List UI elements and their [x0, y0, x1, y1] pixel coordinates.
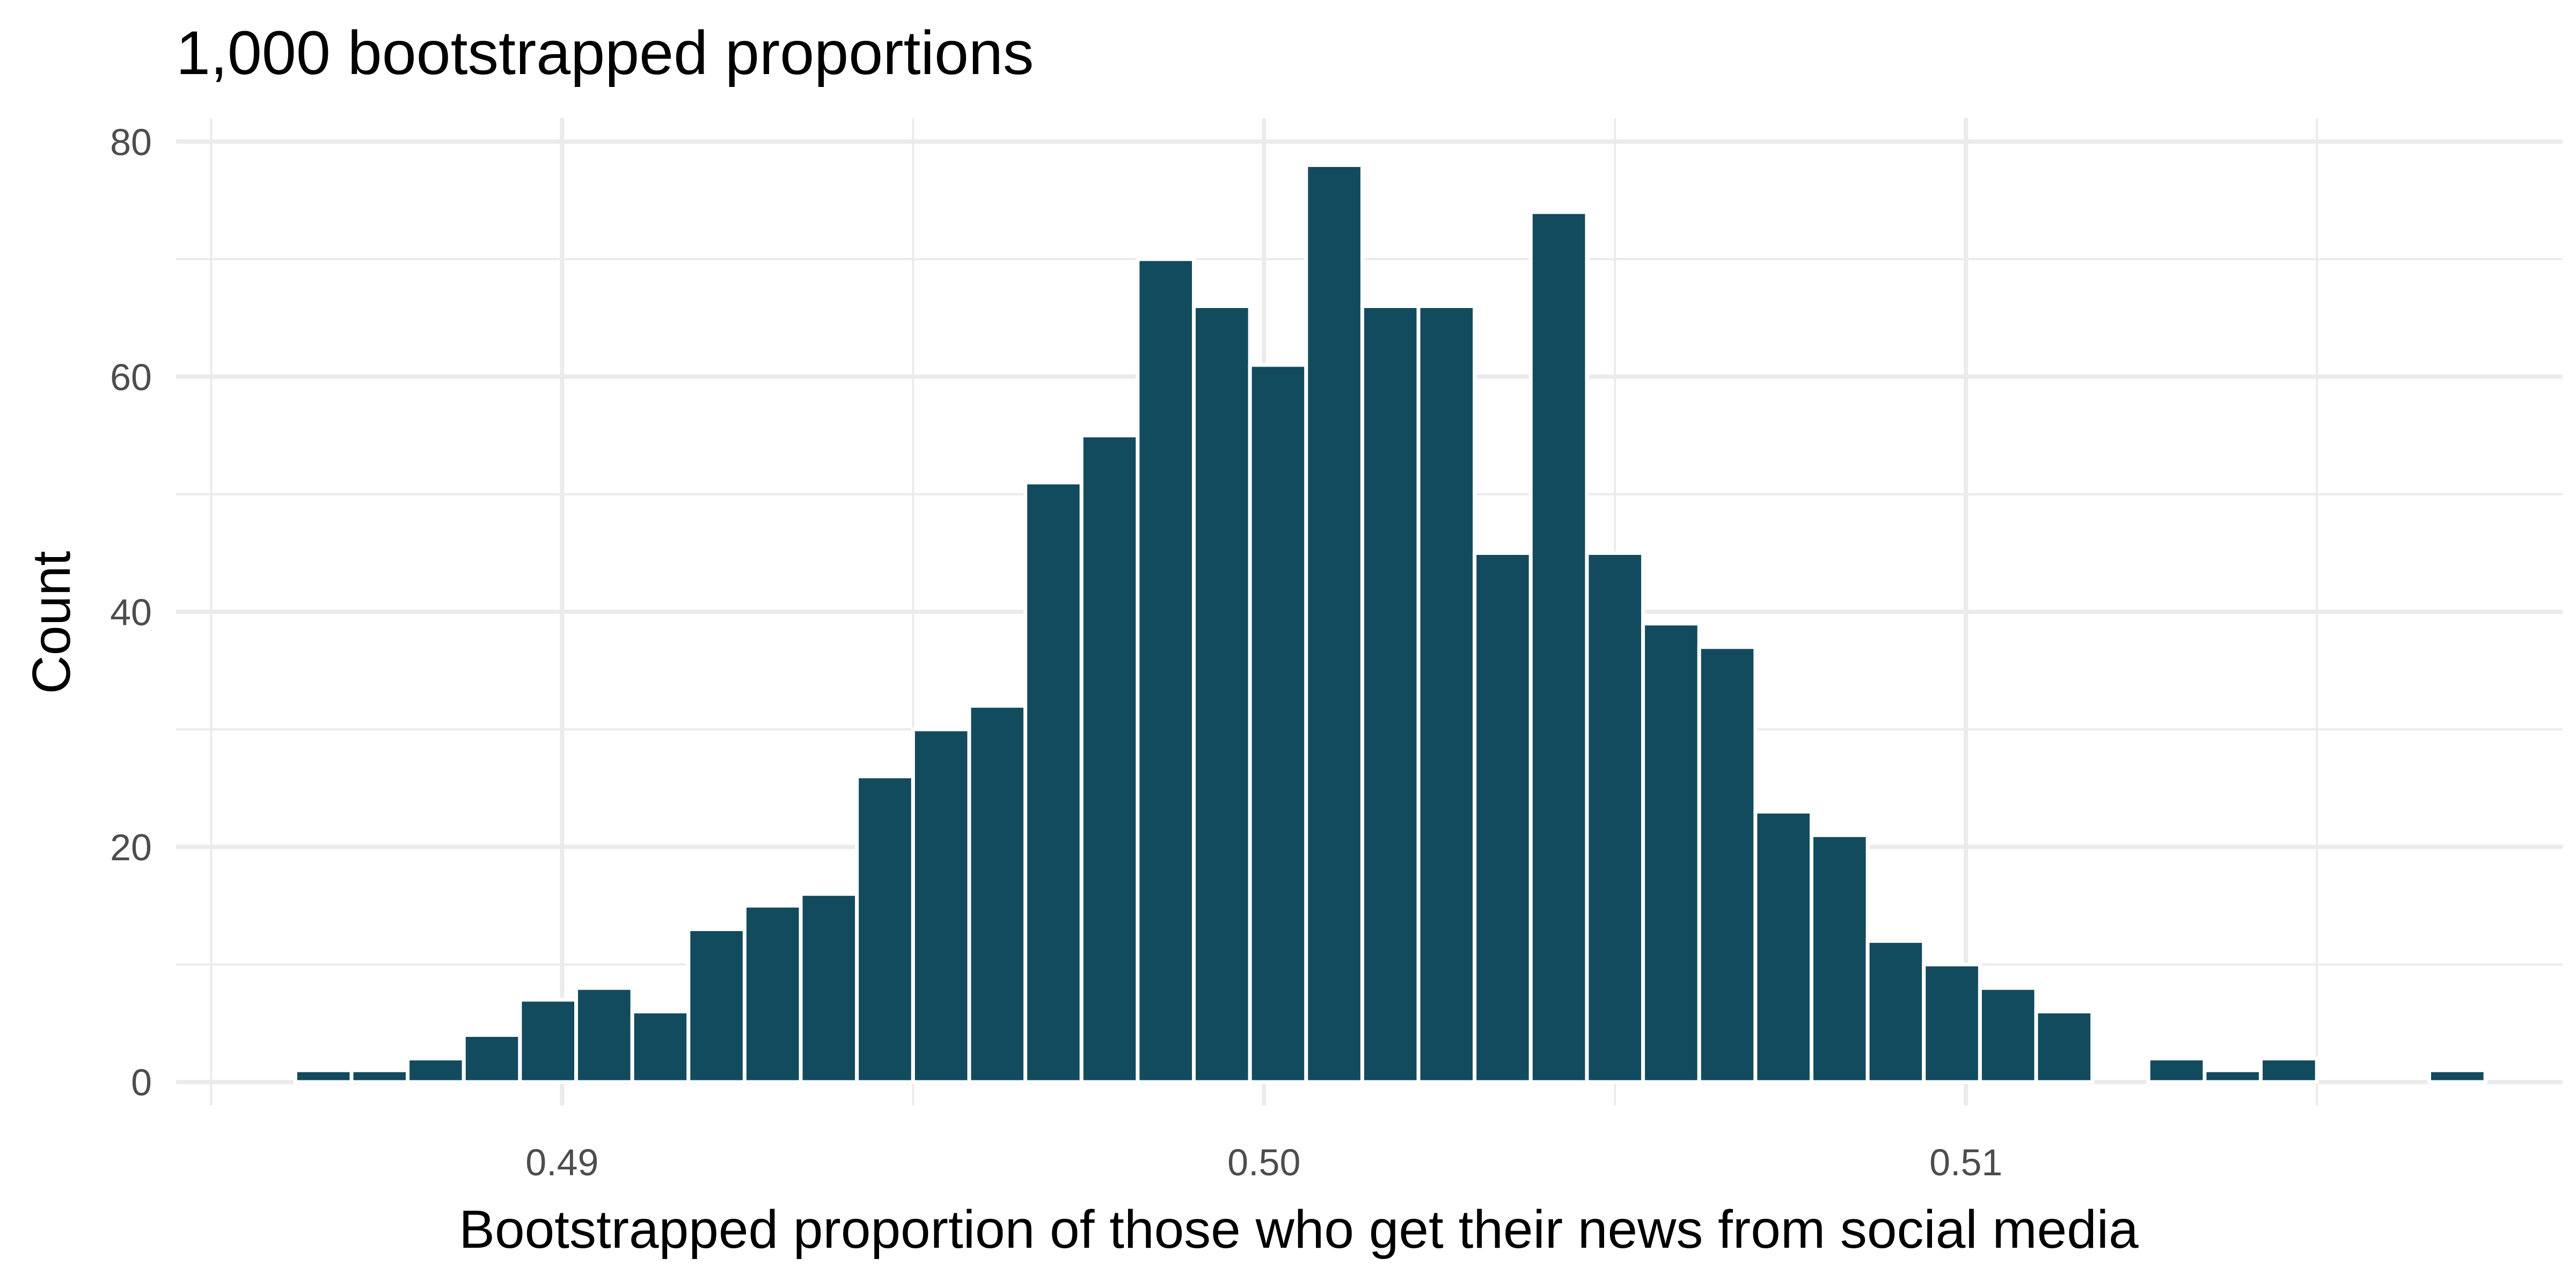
histogram-bar — [1192, 304, 1252, 1084]
histogram-bar — [967, 704, 1028, 1084]
histogram-bar — [1416, 304, 1477, 1084]
histogram-bar — [686, 927, 747, 1084]
histogram-bar — [1023, 480, 1084, 1084]
histogram-bar — [1865, 939, 1926, 1084]
histogram-bars — [293, 163, 2487, 1084]
x-axis-ticks: 0.49 0.50 0.51 — [525, 1141, 2002, 1183]
y-axis-title: Count — [21, 551, 82, 694]
histogram-bar — [1922, 962, 1982, 1084]
histogram-bar — [349, 1068, 410, 1084]
histogram-bar — [1978, 986, 2038, 1084]
histogram-bar — [2034, 1009, 2095, 1084]
y-tick-label: 20 — [110, 826, 152, 868]
x-axis-title: Bootstrapped proportion of those who get… — [459, 1199, 2139, 1260]
y-tick-label: 60 — [110, 356, 152, 398]
histogram-bar — [1528, 210, 1589, 1084]
histogram-bar — [1079, 433, 1140, 1084]
histogram-bar — [855, 774, 915, 1084]
histogram-bar — [518, 998, 579, 1084]
y-tick-label: 80 — [110, 121, 152, 163]
histogram-bar — [1585, 551, 1645, 1084]
histogram-bar — [1248, 363, 1308, 1084]
y-tick-label: 0 — [131, 1062, 152, 1103]
histogram-bar — [2259, 1056, 2319, 1084]
x-tick-label: 0.50 — [1227, 1141, 1300, 1183]
histogram-bar — [742, 904, 803, 1084]
histogram-bar — [1641, 621, 1701, 1084]
histogram-bar — [1697, 645, 1758, 1084]
x-tick-label: 0.49 — [525, 1141, 598, 1183]
histogram-bar — [630, 1009, 691, 1084]
histogram-bar — [2427, 1068, 2487, 1084]
histogram-bar — [1136, 257, 1196, 1084]
histogram-bar — [1753, 809, 1814, 1084]
histogram-bar — [2146, 1056, 2207, 1084]
histogram-bar — [1810, 833, 1870, 1084]
histogram-bar — [1304, 163, 1364, 1084]
histogram-bar — [799, 892, 859, 1084]
histogram-bar — [462, 1033, 522, 1084]
chart-title: 1,000 bootstrapped proportions — [176, 19, 1034, 87]
histogram-bar — [406, 1056, 466, 1084]
y-tick-label: 40 — [110, 591, 152, 633]
histogram-bar — [2202, 1068, 2263, 1084]
histogram-bar — [293, 1068, 354, 1084]
histogram-bar — [1473, 551, 1533, 1084]
histogram-bar — [1360, 304, 1421, 1084]
y-axis-ticks: 0 20 40 60 80 — [110, 121, 152, 1103]
histogram-bar — [574, 986, 634, 1084]
histogram-bar — [911, 727, 971, 1084]
x-tick-label: 0.51 — [1929, 1141, 2002, 1183]
